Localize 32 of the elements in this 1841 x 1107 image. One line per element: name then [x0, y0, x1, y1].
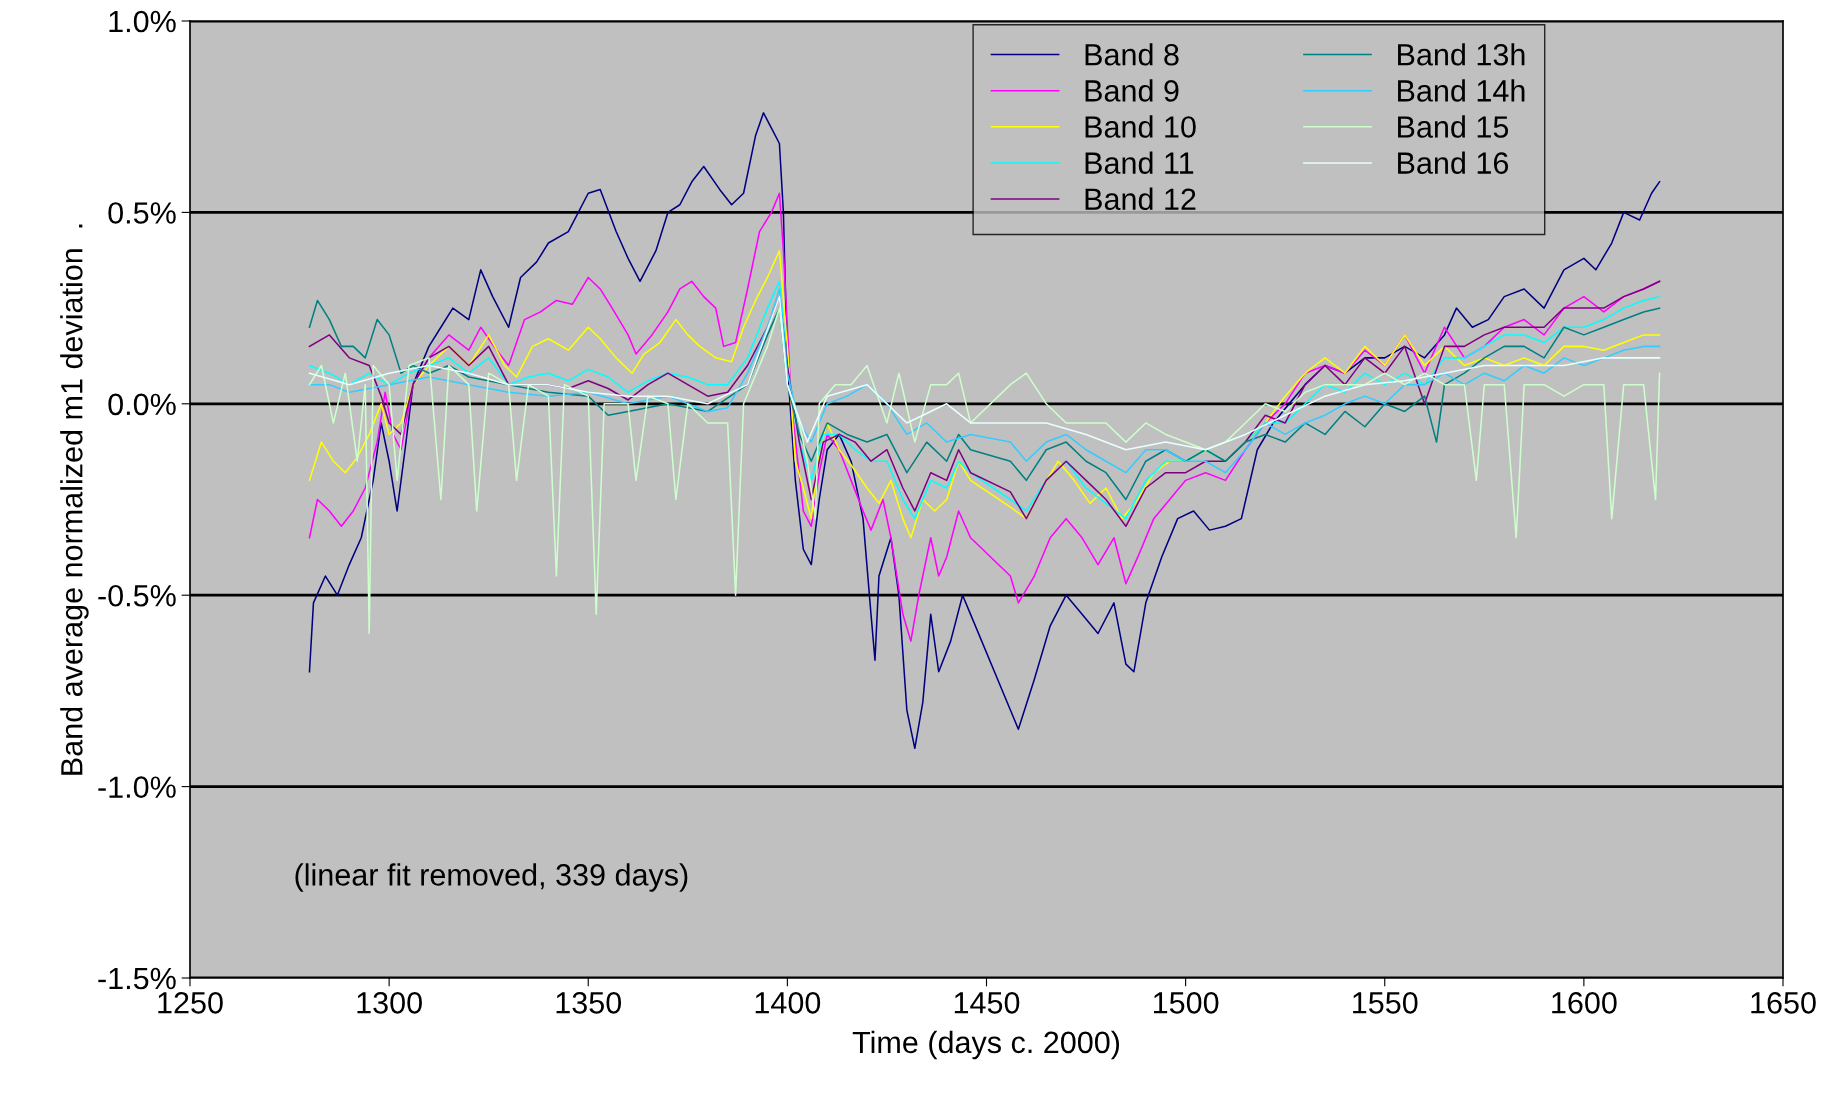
legend-label: Band 10 — [1085, 115, 1196, 138]
x-tick-label: 1250 — [158, 992, 223, 1014]
line-series — [308, 295, 1661, 451]
x-tick-label: 1650 — [1751, 992, 1816, 1014]
legend-label: Band 16 — [1398, 151, 1509, 174]
x-tick-label: 1500 — [1153, 992, 1219, 1014]
x-tick-label: 1350 — [556, 992, 622, 1014]
y-tick-label: 0.5% — [108, 202, 176, 224]
y-tick-label: -0.5% — [98, 584, 176, 607]
line-series — [308, 112, 1661, 750]
y-tick-label: 0.0% — [108, 393, 176, 416]
legend-label: Band 9 — [1085, 79, 1179, 102]
y-axis-title: Band average normalized m1 deviation . — [60, 224, 89, 775]
x-tick-label: 1600 — [1552, 992, 1617, 1014]
y-tick-label: -1.5% — [98, 967, 176, 990]
x-tick-label: 1400 — [755, 992, 821, 1014]
legend-label: Band 11 — [1085, 151, 1194, 174]
x-axis-title: Time (days c. 2000) — [852, 1030, 1120, 1060]
x-tick-label: 1550 — [1353, 992, 1418, 1014]
legend-label: Band 12 — [1085, 187, 1196, 211]
y-tick-label: -1.0% — [98, 776, 176, 798]
legend-label: Band 8 — [1085, 43, 1179, 66]
legend-label: Band 13h — [1398, 43, 1525, 66]
y-tick-label: 1.0% — [109, 10, 176, 33]
legend-label: Band 14h — [1398, 79, 1525, 102]
line-series — [308, 307, 1661, 635]
x-tick-label: 1450 — [954, 992, 1020, 1014]
line-series — [308, 288, 1661, 474]
line-series — [308, 299, 1661, 501]
annotation: (linear fit removed, 339 days) — [295, 863, 688, 892]
legend-label: Band 15 — [1398, 115, 1509, 138]
x-tick-label: 1300 — [357, 992, 422, 1014]
